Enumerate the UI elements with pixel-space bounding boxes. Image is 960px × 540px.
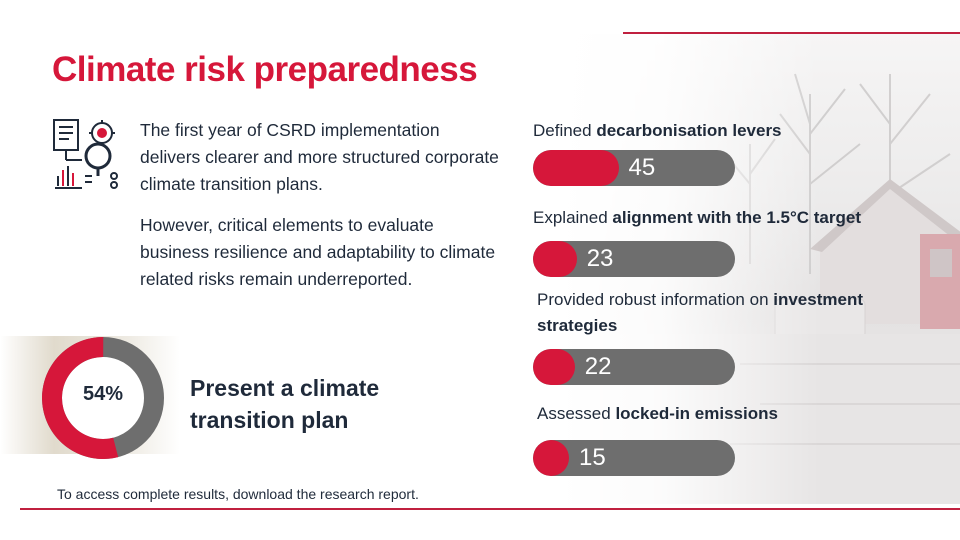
metric-bar: 45 bbox=[533, 150, 735, 186]
metric-bar: 23 bbox=[533, 241, 735, 277]
metric-label-bold: investment strategies bbox=[537, 290, 863, 335]
metric-label-bold: alignment with the 1.5°C target bbox=[612, 208, 861, 227]
metric-label: Assessed locked-in emissions bbox=[537, 401, 917, 427]
metric-bar-fill bbox=[533, 241, 577, 277]
metric-bar: 22 bbox=[533, 349, 735, 385]
top-divider bbox=[623, 32, 960, 34]
metric-value: 45 bbox=[628, 154, 656, 181]
intro-paragraph-2: However, critical elements to evaluate b… bbox=[140, 215, 496, 289]
metric-value: 15 bbox=[579, 444, 606, 471]
metric-label-pre: Provided robust information on bbox=[537, 290, 774, 309]
metric-label-pre: Explained bbox=[533, 208, 613, 227]
metric-label: Explained alignment with the 1.5°C targe… bbox=[533, 205, 933, 231]
bottom-divider bbox=[20, 508, 960, 510]
metric-bar-fill bbox=[533, 440, 569, 476]
highlight-text: Present a climate transition plan bbox=[190, 375, 380, 433]
percent-donut bbox=[42, 337, 164, 459]
intro-paragraph-1: The first year of CSRD implementation de… bbox=[140, 120, 499, 194]
metric-value: 22 bbox=[584, 353, 612, 380]
metric-value: 23 bbox=[586, 245, 614, 272]
metric-label: Defined decarbonisation levers bbox=[533, 118, 913, 144]
metric-label-pre: Defined bbox=[533, 121, 597, 140]
donut-percent-label: 54% bbox=[82, 383, 124, 405]
metric-label: Provided robust information on investmen… bbox=[537, 287, 927, 339]
footnote: To access complete results, download the… bbox=[57, 486, 419, 502]
metric-label-bold: decarbonisation levers bbox=[596, 121, 782, 140]
metric-label-pre: Assessed bbox=[537, 404, 616, 423]
metric-bar: 15 bbox=[533, 440, 735, 476]
page-title: Climate risk preparedness bbox=[52, 50, 478, 89]
document-gear-magnifier-icon bbox=[52, 118, 124, 190]
metric-bar-fill bbox=[533, 349, 575, 385]
metric-label-bold: locked-in emissions bbox=[615, 404, 778, 423]
metric-bar-fill bbox=[533, 150, 619, 186]
